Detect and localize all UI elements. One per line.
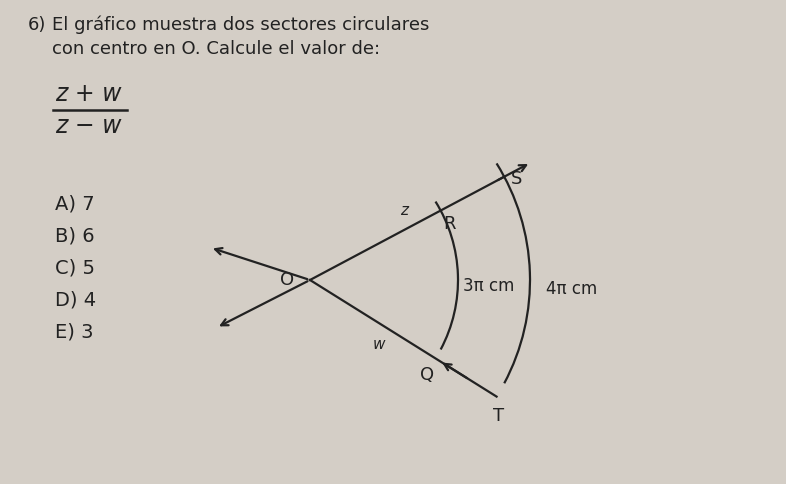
Text: S: S (511, 170, 523, 188)
Text: z − w: z − w (55, 114, 122, 138)
Text: El gráfico muestra dos sectores circulares: El gráfico muestra dos sectores circular… (52, 16, 429, 34)
Text: A) 7: A) 7 (55, 195, 94, 214)
Text: 4π cm: 4π cm (546, 280, 597, 298)
Text: con centro en O. Calcule el valor de:: con centro en O. Calcule el valor de: (52, 40, 380, 58)
Text: C) 5: C) 5 (55, 259, 95, 278)
Text: T: T (493, 407, 504, 424)
Text: z + w: z + w (55, 82, 122, 106)
Text: 3π cm: 3π cm (463, 277, 515, 295)
Text: 6): 6) (28, 16, 46, 34)
Text: D) 4: D) 4 (55, 291, 96, 310)
Text: B) 6: B) 6 (55, 227, 94, 246)
Text: O: O (280, 271, 294, 289)
Text: z: z (400, 203, 408, 218)
Text: R: R (443, 214, 456, 232)
Text: w: w (373, 337, 385, 352)
Text: E) 3: E) 3 (55, 323, 94, 342)
Text: Q: Q (421, 366, 435, 384)
